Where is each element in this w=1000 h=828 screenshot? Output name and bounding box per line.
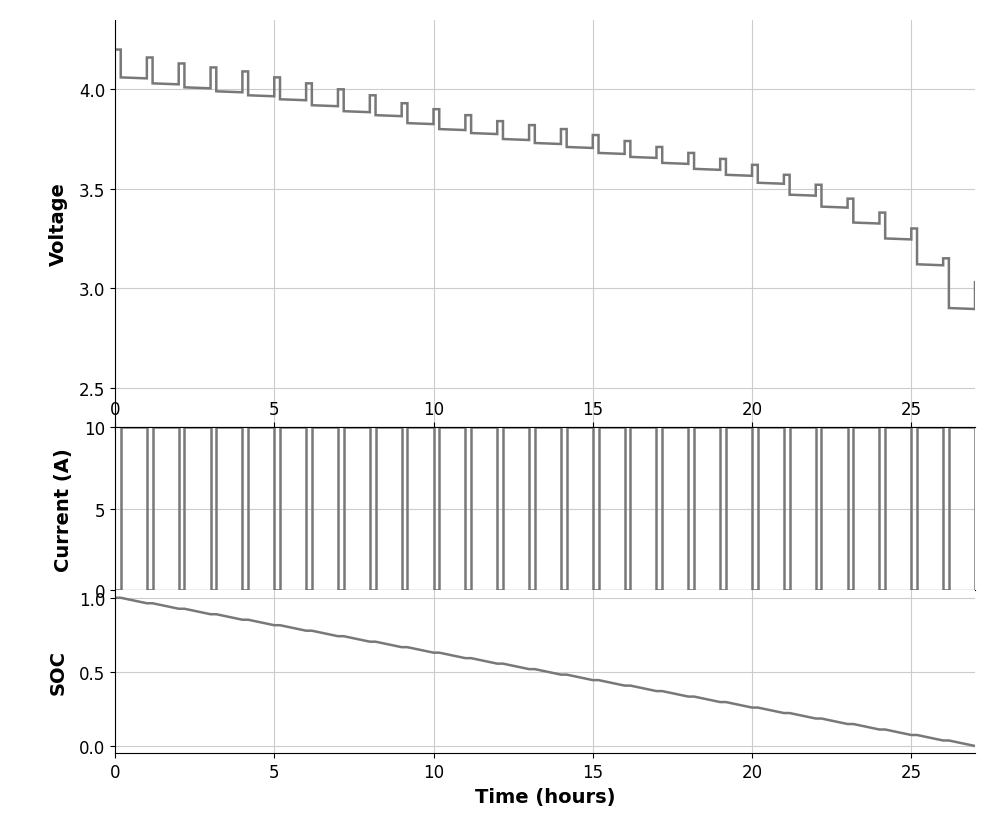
Y-axis label: Current (A): Current (A): [54, 447, 73, 571]
Y-axis label: SOC: SOC: [49, 650, 68, 695]
Y-axis label: Voltage: Voltage: [49, 182, 68, 266]
X-axis label: Time (hours): Time (hours): [475, 787, 615, 806]
